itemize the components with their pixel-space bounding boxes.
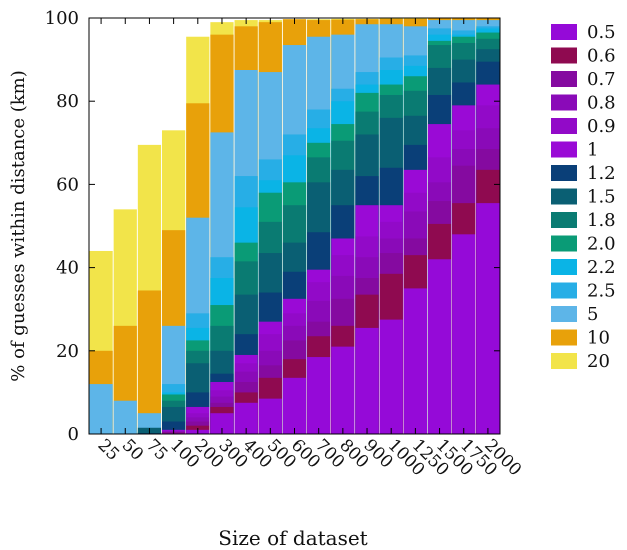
bar-0.5-400: [234, 402, 258, 434]
legend-label: 0.5: [587, 22, 616, 43]
legend-swatch: [551, 188, 577, 205]
legend-swatch: [551, 165, 577, 181]
legend-swatch: [551, 329, 577, 346]
bar-0.5-600: [282, 377, 307, 434]
legend-swatch: [551, 47, 577, 64]
bar-0.5-1000: [379, 319, 403, 434]
legend-swatch: [551, 259, 577, 275]
legend-label: 1: [587, 140, 598, 161]
legend-swatch: [551, 306, 577, 322]
y-tick-label: 20: [56, 341, 79, 362]
x-axis-label: Size of dataset: [218, 526, 367, 546]
y-tick-label: 40: [56, 258, 79, 279]
y-tick-label: 100: [45, 8, 79, 29]
legend-label: 0.7: [587, 69, 616, 90]
legend-label: 10: [587, 328, 610, 349]
legend-swatch: [551, 212, 577, 228]
legend-label: 0.9: [587, 116, 616, 137]
legend-label: 0.6: [587, 46, 616, 67]
bars-layer: [89, 18, 500, 435]
y-tick-label: 60: [56, 174, 79, 195]
legend-label: 1.5: [587, 187, 616, 208]
legend-swatch: [551, 353, 577, 369]
y-axis-label: % of guesses within distance (km): [8, 70, 29, 382]
bar-0.5-2000: [476, 203, 500, 434]
legend-swatch: [551, 141, 577, 158]
legend-label: 20: [587, 351, 610, 372]
y-tick-label: 80: [56, 91, 79, 112]
legend-label: 0.8: [587, 93, 616, 114]
bar-0.5-1250: [403, 288, 427, 434]
legend-label: 2.2: [587, 257, 616, 278]
y-tick-label: 0: [68, 424, 79, 445]
legend-label: 1.2: [587, 163, 616, 184]
legend-swatch: [551, 24, 577, 40]
legend-swatch: [551, 71, 577, 87]
legend-label: 2.5: [587, 281, 616, 302]
bar-0.5-900: [355, 327, 379, 434]
bar-0.5-1500: [427, 259, 452, 434]
bar-0.5-500: [258, 398, 282, 434]
bar-10-75: [137, 290, 162, 434]
bar-0.5-700: [307, 357, 331, 434]
legend-label: 1.8: [587, 210, 616, 231]
bar-5-25: [89, 384, 113, 434]
legend-swatch: [551, 118, 577, 134]
legend-swatch: [551, 235, 577, 252]
bar-5-50: [113, 400, 137, 434]
legend-label: 2.0: [587, 234, 616, 255]
bar-0.5-1750: [452, 234, 476, 434]
legend-label: 5: [587, 304, 598, 325]
bar-0.5-800: [331, 346, 355, 434]
legend-swatch: [551, 94, 577, 111]
bar-0.5-300: [210, 413, 234, 434]
legend-swatch: [551, 282, 577, 299]
